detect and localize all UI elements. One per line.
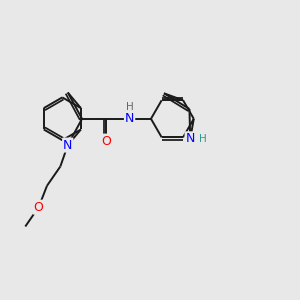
- Text: N: N: [63, 139, 73, 152]
- Text: H: H: [126, 103, 134, 112]
- Text: N: N: [125, 112, 134, 125]
- Text: N: N: [186, 132, 195, 145]
- Text: O: O: [101, 135, 111, 148]
- Text: H: H: [199, 134, 207, 144]
- Text: O: O: [34, 201, 44, 214]
